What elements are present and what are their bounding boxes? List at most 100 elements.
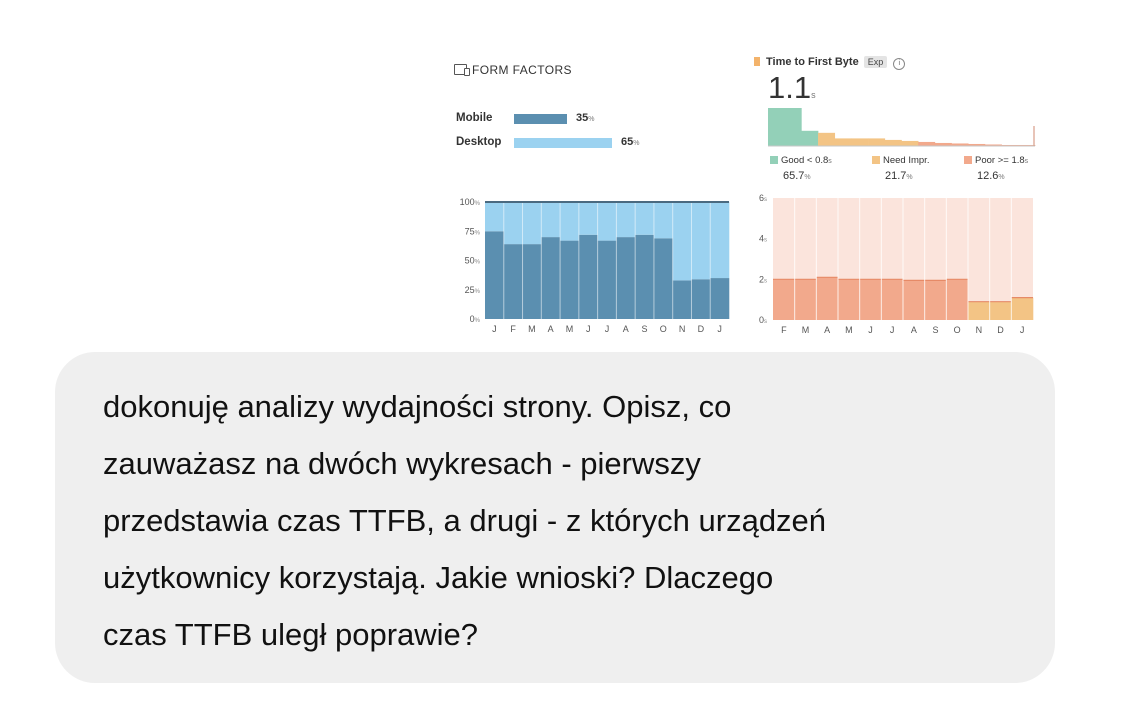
legend-need-swatch: [872, 156, 880, 164]
mobile-share-bar: [485, 231, 505, 319]
x-tick-label: S: [642, 324, 648, 334]
y-tick-label: 2s: [759, 274, 767, 284]
x-tick-label: M: [845, 325, 853, 335]
desktop-label: Desktop: [456, 136, 502, 148]
desktop-share-bar: [635, 202, 655, 235]
x-tick-label: J: [586, 324, 591, 334]
histogram-bar: [834, 138, 852, 146]
legend-good-percent: 65.7%: [783, 170, 811, 182]
y-tick-label: 50%: [465, 256, 481, 266]
mobile-share-bar: [522, 244, 542, 319]
charts-screenshot: FORM FACTORS Mobile 35% Desktop 65% J F M A…: [440, 40, 1050, 345]
message-line: przedstawia czas TTFB, a drugi - z który…: [103, 503, 827, 538]
histogram-bar: [968, 143, 986, 146]
y-tick-label: 100%: [460, 197, 481, 207]
desktop-share-bar: [672, 202, 692, 281]
desktop-percent: 65%: [621, 136, 640, 148]
mobile-share-bar: [503, 244, 523, 319]
desktop-share-bar: [616, 202, 636, 238]
ttfb-bar: [968, 301, 990, 320]
x-tick-label: A: [548, 324, 554, 334]
ttfb-bar: [816, 277, 839, 320]
exp-badge[interactable]: Exp: [863, 56, 888, 68]
ttfb-bar: [903, 280, 925, 320]
histogram-bar: [784, 108, 802, 146]
x-tick-label: J: [717, 324, 722, 334]
mobile-share-bar: [653, 238, 673, 319]
x-tick-label: M: [802, 325, 810, 335]
ttfb-value: 1.1s: [768, 70, 816, 105]
ttfb-histogram: [768, 108, 1036, 147]
y-tick-label: 6s: [759, 193, 767, 203]
ttfb-swatch: [754, 57, 760, 66]
ttfb-bar: [989, 301, 1012, 320]
mobile-share-bar: [597, 240, 617, 319]
x-tick-label: A: [824, 325, 830, 335]
histogram-bar: [918, 141, 936, 146]
desktop-share-bar: [691, 202, 711, 280]
message-line: dokonuję analizy wydajności strony. Opis…: [103, 389, 732, 424]
x-tick-label: S: [932, 325, 938, 335]
ttfb-bar: [859, 279, 882, 320]
mobile-percent: 35%: [576, 112, 595, 124]
legend-poor: Poor >= 1.8s: [964, 155, 1028, 166]
desktop-share-bar: [541, 202, 561, 238]
mobile-label: Mobile: [456, 112, 493, 124]
ttfb-bar: [924, 280, 947, 320]
ttfb-bar: [773, 279, 795, 320]
x-tick-label: O: [660, 324, 667, 334]
mobile-share-bar: [710, 278, 730, 319]
user-message-bubble: dokonuję analizy wydajności strony. Opis…: [55, 352, 1055, 683]
histogram-bar: [801, 130, 819, 146]
desktop-share-bar: [597, 202, 617, 241]
x-tick-label: O: [954, 325, 961, 335]
mobile-share-bar: [541, 237, 561, 319]
desktop-share-bar: [514, 138, 612, 148]
desktop-share-bar: [560, 202, 580, 241]
ttfb-monthly-chart: F M A M J J A S O N D J 6s 4s 2s 0s: [759, 193, 1034, 335]
legend-need-improvement: Need Impr.: [872, 155, 929, 166]
mobile-share-bar: [691, 279, 711, 319]
message-line: użytkownicy korzystają. Jakie wnioski? D…: [103, 560, 774, 595]
histogram-bar: [851, 138, 869, 146]
x-tick-label: D: [997, 325, 1004, 335]
mobile-share-bar: [560, 240, 580, 319]
legend-good: Good < 0.8s: [770, 155, 832, 166]
form-factors-title: FORM FACTORS: [454, 63, 572, 77]
mobile-share-bar: [635, 234, 655, 319]
histogram-bar: [884, 139, 902, 146]
info-icon[interactable]: i: [893, 58, 906, 70]
desktop-share-bar: [522, 202, 542, 245]
histogram-bar: [934, 142, 952, 146]
histogram-bar: [901, 140, 919, 146]
y-tick-label: 4s: [759, 234, 767, 244]
desktop-share-bar: [710, 202, 730, 279]
mobile-share-bar: [672, 280, 692, 319]
histogram-bar: [768, 108, 785, 146]
message-line: czas TTFB uległ poprawie?: [103, 617, 479, 652]
mobile-share-bar: [514, 114, 567, 124]
legend-need-percent: 21.7%: [885, 170, 913, 182]
histogram-bar: [868, 138, 886, 146]
desktop-share-bar: [653, 202, 673, 239]
x-tick-label: N: [976, 325, 983, 335]
ttfb-bar: [794, 279, 817, 320]
desktop-share-bar: [578, 202, 598, 235]
message-line: zauważasz na dwóch wykresach - pierwszy: [103, 446, 701, 481]
histogram-bar: [818, 132, 836, 146]
ttfb-bar: [881, 279, 904, 320]
ttfb-bar: [838, 279, 860, 320]
x-tick-label: M: [566, 324, 574, 334]
x-tick-label: A: [911, 325, 917, 335]
histogram-bar: [1018, 144, 1036, 146]
legend-good-swatch: [770, 156, 778, 164]
x-tick-label: J: [605, 324, 610, 334]
ttfb-bar: [946, 279, 969, 320]
legend-poor-percent: 12.6%: [977, 170, 1005, 182]
histogram-bar: [1001, 144, 1019, 146]
form-factors-chart: J F M A M J J A S O N D J 100% 75% 50% 25% 0%: [460, 197, 730, 334]
x-tick-label: F: [510, 324, 516, 334]
x-tick-label: J: [890, 325, 895, 335]
user-message-text: dokonuję analizy wydajności strony. Opis…: [103, 378, 1023, 663]
x-tick-label: A: [623, 324, 629, 334]
